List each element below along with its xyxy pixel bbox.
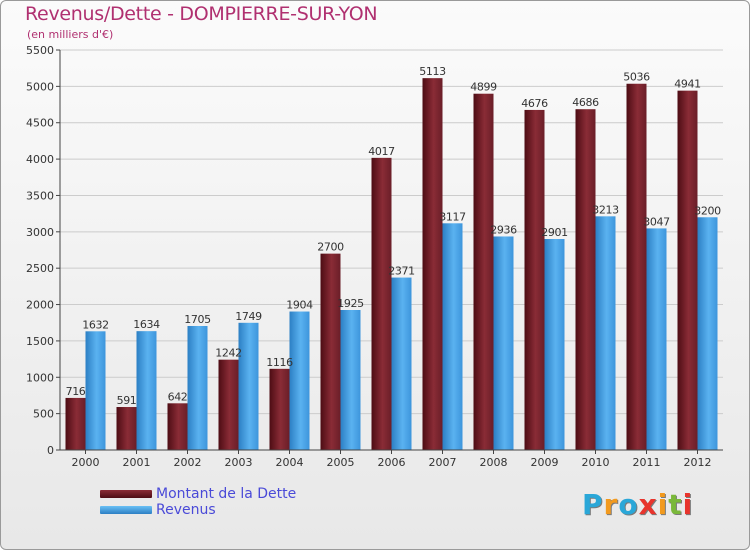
y-tick-label: 3500 [26, 189, 54, 202]
bar-dette-2000 [65, 397, 86, 450]
x-tick-label: 2007 [429, 456, 457, 469]
x-tick-label: 2005 [327, 456, 355, 469]
y-tick-label: 1000 [26, 371, 54, 384]
bar-revenus-2000 [85, 331, 106, 450]
y-tick-label: 3000 [26, 226, 54, 239]
data-label-revenus-2012: 3200 [694, 204, 721, 217]
x-tick-label: 2012 [684, 456, 712, 469]
data-label-dette-2012: 4941 [674, 78, 700, 91]
bar-layer [65, 78, 718, 451]
axis-layer: 0 500 1000 1500 2000 2500 3000 3500 4000 4500 5000… [26, 44, 723, 469]
bar-revenus-2002 [187, 326, 208, 450]
data-label-revenus-2008: 2936 [490, 223, 517, 236]
x-tick-label: 2006 [378, 456, 406, 469]
bar-revenus-2001 [136, 331, 157, 450]
y-tick-label: 2500 [26, 262, 54, 275]
bar-revenus-2004 [289, 311, 310, 450]
data-label-revenus-2004: 1904 [286, 299, 313, 312]
data-label-revenus-2001: 1634 [133, 318, 160, 331]
bar-dette-2010 [575, 109, 596, 450]
bar-dette-2009 [524, 109, 545, 450]
data-label-dette-2001: 591 [117, 394, 137, 407]
data-label-dette-2006: 4017 [368, 145, 395, 158]
logo-letter: i [682, 488, 694, 521]
logo-letter: o [618, 488, 639, 521]
x-tick-label: 2009 [531, 456, 559, 469]
y-tick-label: 5500 [26, 44, 54, 57]
bar-revenus-2010 [595, 216, 616, 450]
y-tick-label: 1500 [26, 335, 54, 348]
bar-revenus-2009 [544, 239, 565, 450]
bar-dette-2006 [371, 157, 392, 450]
data-label-dette-2003: 1242 [215, 347, 241, 360]
logo-letter: x [638, 488, 658, 521]
legend-swatch-revenus [100, 506, 152, 514]
y-tick-label: 2000 [26, 299, 54, 312]
data-label-revenus-2000: 1632 [82, 318, 108, 331]
bar-revenus-2008 [493, 236, 514, 450]
data-label-dette-2004: 1116 [266, 356, 293, 369]
data-label-dette-2000: 716 [66, 385, 86, 398]
chart-subtitle: (en milliers d'€) [27, 28, 114, 41]
data-label-revenus-2005: 1925 [337, 297, 364, 310]
x-tick-label: 2000 [72, 456, 100, 469]
chart-title: Revenus/Dette - DOMPIERRE-SUR-YON [25, 3, 378, 25]
data-label-dette-2009: 4676 [521, 97, 548, 110]
data-label-revenus-2002: 1705 [184, 313, 211, 326]
data-label-dette-2008: 4899 [470, 81, 497, 94]
bar-revenus-2006 [391, 277, 412, 450]
bar-revenus-2003 [238, 322, 259, 450]
bar-revenus-2007 [442, 223, 463, 450]
y-tick-label: 4000 [26, 153, 54, 166]
y-tick-label: 500 [33, 408, 54, 421]
logo-letter: i [657, 488, 669, 521]
x-tick-label: 2008 [480, 456, 508, 469]
bar-revenus-2012 [697, 217, 718, 450]
proxiti-logo: Proxiti [582, 488, 693, 521]
x-tick-label: 2011 [633, 456, 661, 469]
x-tick-label: 2002 [174, 456, 202, 469]
data-label-revenus-2003: 1749 [235, 310, 262, 323]
x-tick-label: 2003 [225, 456, 253, 469]
y-tick-label: 4500 [26, 117, 54, 130]
data-label-revenus-2009: 2901 [541, 226, 567, 239]
data-label-dette-2011: 5036 [623, 71, 650, 84]
data-label-revenus-2006: 2371 [388, 265, 414, 278]
logo-letter: t [668, 488, 683, 521]
bar-dette-2005 [320, 253, 341, 450]
bar-dette-2004 [269, 368, 290, 450]
bar-revenus-2011 [646, 228, 667, 450]
bar-dette-2008 [473, 93, 494, 450]
logo-letter: r [603, 488, 619, 521]
y-tick-label: 0 [47, 444, 54, 457]
y-tick-label: 5000 [26, 80, 54, 93]
bar-dette-2007 [422, 78, 443, 451]
legend-label-dette: Montant de la Dette [156, 486, 297, 502]
data-label-dette-2002: 642 [168, 390, 188, 403]
data-label-dette-2010: 4686 [572, 96, 599, 109]
bar-dette-2002 [167, 403, 188, 450]
bar-dette-2003 [218, 359, 239, 450]
bar-dette-2001 [116, 407, 137, 450]
bar-dette-2011 [626, 83, 647, 450]
x-tick-label: 2010 [582, 456, 610, 469]
legend-label-revenus: Revenus [156, 502, 216, 518]
data-label-revenus-2007: 3117 [439, 210, 466, 223]
label-layer: 716 1632 591 1634 642 1705 1242 1749 1116 1904 270… [66, 65, 722, 407]
data-label-revenus-2010: 3213 [592, 203, 619, 216]
bar-revenus-2005 [340, 310, 361, 450]
x-tick-label: 2001 [123, 456, 151, 469]
x-tick-label: 2004 [276, 456, 304, 469]
bar-dette-2012 [677, 90, 698, 451]
data-label-dette-2007: 5113 [419, 65, 446, 78]
logo-letter: P [582, 488, 604, 521]
legend-swatch-dette [100, 490, 152, 498]
data-label-dette-2005: 2700 [317, 241, 344, 254]
data-label-revenus-2011: 3047 [643, 215, 670, 228]
